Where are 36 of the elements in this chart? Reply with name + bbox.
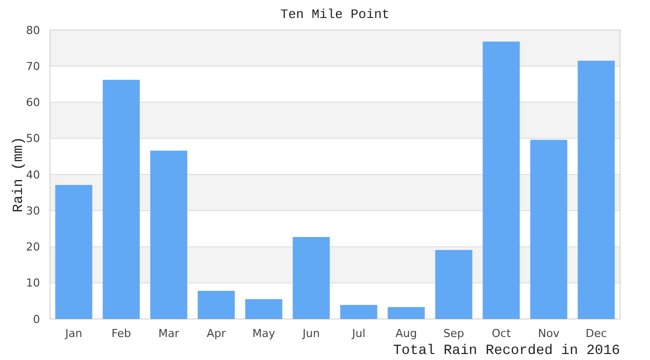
bar bbox=[245, 299, 282, 319]
bar bbox=[482, 42, 520, 319]
y-tick-label: 50 bbox=[26, 132, 40, 146]
x-tick-label: Nov bbox=[538, 327, 560, 340]
y-tick-label: 60 bbox=[26, 96, 40, 110]
y-tick-label: 80 bbox=[26, 24, 40, 37]
bar bbox=[530, 140, 568, 319]
y-axis-title: Rain (mm) bbox=[11, 136, 27, 212]
x-tick-label: May bbox=[252, 327, 276, 340]
y-tick-label: 10 bbox=[26, 276, 40, 290]
bar bbox=[102, 80, 140, 319]
x-tick-label: Jan bbox=[64, 327, 82, 340]
x-tick-label: Feb bbox=[112, 327, 131, 340]
y-tick-label: 20 bbox=[26, 240, 40, 254]
bar bbox=[292, 236, 330, 319]
y-tick-label: 70 bbox=[26, 60, 40, 73]
x-tick-label: Jul bbox=[351, 327, 366, 340]
bar bbox=[435, 250, 472, 319]
y-tick-label: 40 bbox=[26, 168, 40, 182]
bar bbox=[388, 307, 425, 319]
bar bbox=[150, 150, 188, 319]
x-tick-label: Dec bbox=[586, 327, 607, 340]
bar bbox=[198, 290, 235, 319]
chart-title: Ten Mile Point bbox=[280, 7, 390, 22]
y-tick-label: 0 bbox=[33, 312, 40, 326]
x-tick-label: Jun bbox=[302, 327, 320, 340]
bar bbox=[578, 60, 615, 319]
x-tick-label: Apr bbox=[206, 327, 226, 340]
bar bbox=[55, 184, 92, 319]
x-axis-title: Total Rain Recorded in 2016 bbox=[393, 343, 620, 359]
x-tick-label: Sep bbox=[443, 327, 464, 340]
x-tick-label: Mar bbox=[158, 327, 180, 340]
y-tick-label: 30 bbox=[26, 204, 40, 218]
bar bbox=[340, 304, 378, 319]
x-tick-label: Oct bbox=[492, 327, 512, 340]
x-tick-label: Aug bbox=[396, 327, 417, 340]
